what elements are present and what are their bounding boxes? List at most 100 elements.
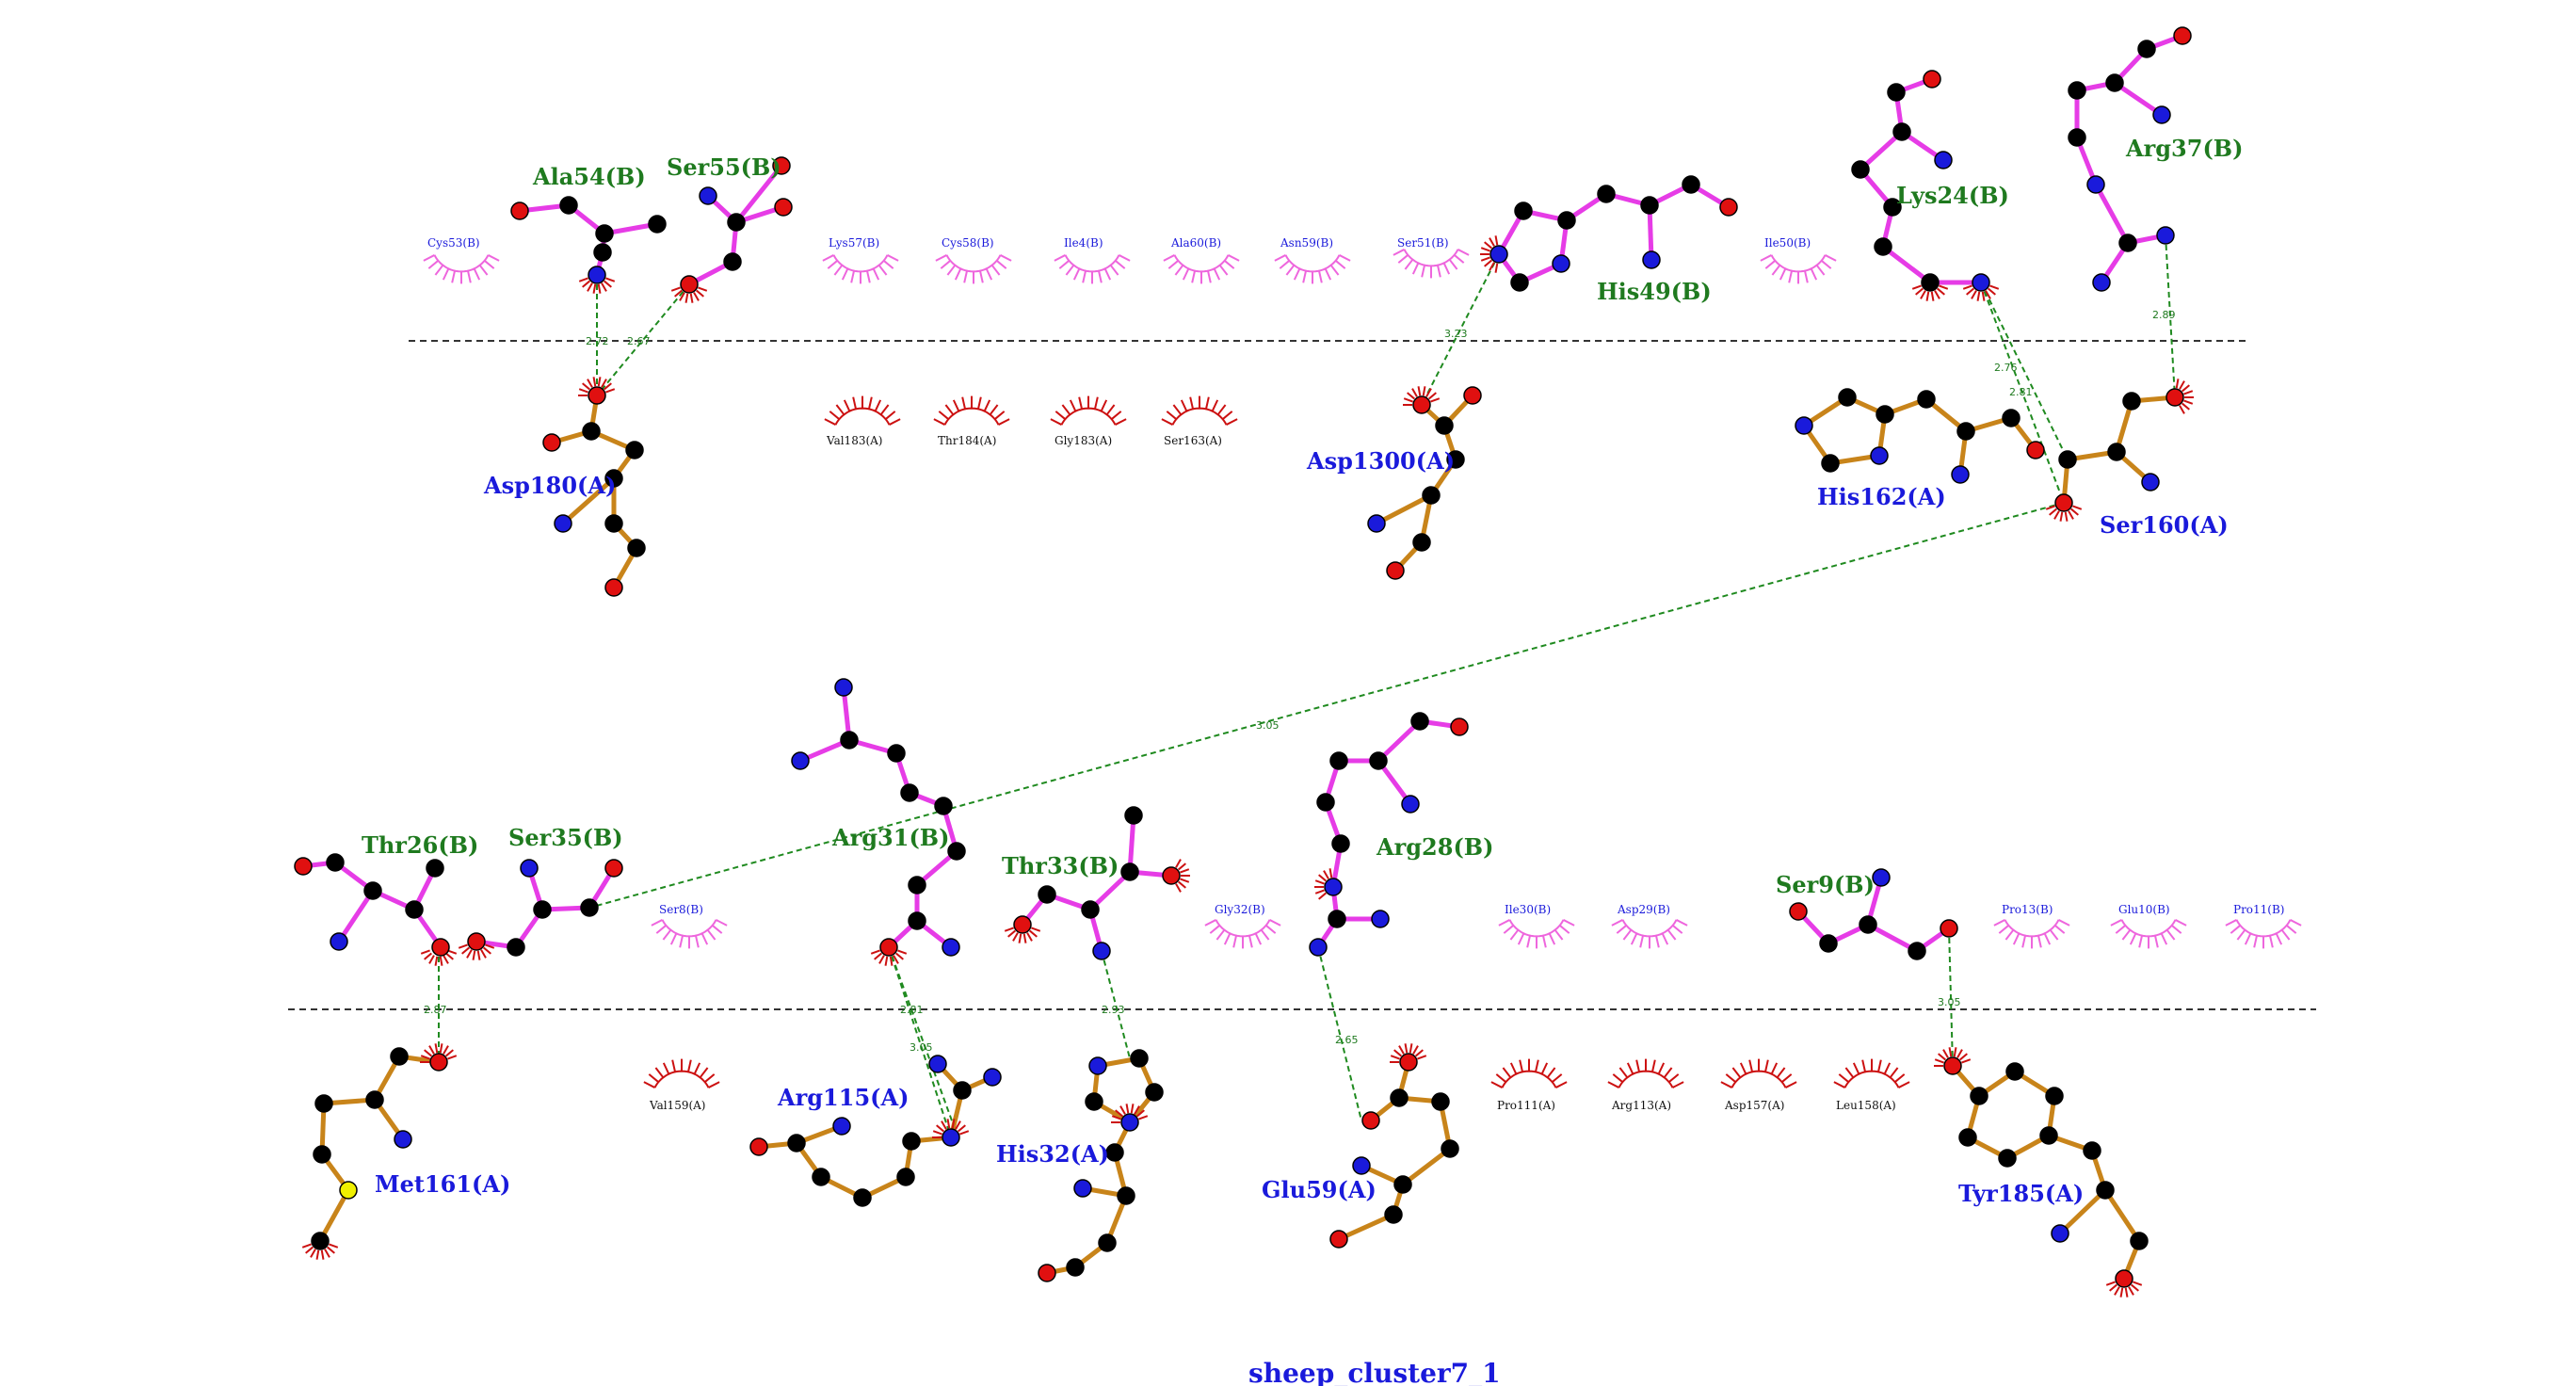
arc-spoke (961, 396, 966, 410)
atom-contact-burst (420, 1043, 458, 1063)
arc-spoke (2043, 932, 2052, 945)
arc-spoke (2021, 935, 2026, 948)
arc-spoke (488, 254, 500, 262)
atom-C (1038, 885, 1056, 904)
arc-spoke (1329, 265, 1340, 276)
atom-O (2173, 26, 2192, 45)
arc-spoke (1630, 932, 1638, 945)
burst-spoke (2119, 1287, 2124, 1297)
hydrophobic-arc (1720, 1058, 1797, 1088)
arc-spoke (1663, 1067, 1673, 1078)
arc-curve (1621, 919, 1678, 938)
atom-C (1874, 237, 1892, 256)
atom-N (1120, 1113, 1139, 1132)
atom-C (648, 215, 667, 234)
hydrophobic-label: Pro111(A) (1497, 1099, 1555, 1112)
atom-C (1412, 533, 1431, 552)
arc-spoke (1265, 925, 1277, 934)
atom-C (390, 1047, 409, 1066)
atom-C (1393, 1175, 1412, 1194)
atom-C (2068, 128, 2086, 147)
atom-C (2058, 450, 2077, 469)
atom-C (593, 243, 612, 262)
arc-spoke (940, 260, 951, 269)
hydrogen-bond (1948, 927, 1954, 1067)
atom-O (1789, 902, 1808, 921)
arc-spoke (693, 1062, 701, 1075)
atom-C (2105, 73, 2124, 92)
burst-spoke (670, 286, 681, 292)
arc-spoke (998, 418, 1010, 426)
arc-spoke (1216, 404, 1227, 415)
atom-C (900, 783, 919, 802)
burst-spoke (1175, 883, 1182, 893)
arc-spoke (1285, 265, 1296, 276)
burst-spoke (447, 1055, 458, 1060)
atom-C (1970, 1087, 1988, 1105)
atom-C (2107, 443, 2126, 461)
arc-spoke (687, 1059, 692, 1072)
arc-spoke (1815, 265, 1826, 276)
atom-C (2118, 234, 2137, 252)
atom-C (908, 911, 926, 930)
arc-spoke (1457, 249, 1470, 256)
atom-O (749, 1137, 768, 1156)
atom-O (542, 433, 561, 452)
atom-C (1431, 1092, 1450, 1111)
atom-C (953, 1081, 972, 1100)
atom-N (1309, 938, 1328, 957)
atom-C (902, 1132, 921, 1151)
atom-C (2068, 81, 2086, 100)
residue-label: Asp180(A) (483, 472, 616, 499)
covalent-bond (561, 476, 616, 525)
burst-spoke (2068, 510, 2074, 520)
atom-C (365, 1090, 384, 1109)
arc-spoke (996, 260, 1007, 269)
arc-spoke (827, 260, 838, 269)
arc-spoke (1618, 1067, 1629, 1078)
burst-spoke (1966, 287, 1974, 296)
arc-spoke (1731, 1067, 1742, 1078)
atom-N (1872, 868, 1891, 887)
arc-spoke (1676, 919, 1688, 927)
hydrophobic-label: Ala60(B) (1170, 236, 1221, 250)
atom-N (554, 514, 572, 533)
atom-C (812, 1168, 830, 1186)
arc-spoke (2269, 935, 2274, 948)
arc-spoke (643, 1081, 655, 1088)
burst-spoke (605, 388, 616, 394)
burst-spoke (1328, 868, 1333, 878)
covalent-bond (2102, 1188, 2142, 1243)
atom-O (1329, 1230, 1348, 1249)
burst-spoke (2128, 1286, 2134, 1296)
burst-spoke (1934, 290, 1940, 299)
atom-C (853, 1188, 872, 1207)
atom-O (1162, 866, 1181, 885)
burst-spoke (1959, 1053, 1968, 1061)
atom-C (1105, 1143, 1124, 1162)
arc-spoke (712, 925, 723, 934)
burst-spoke (2124, 1287, 2129, 1297)
arc-spoke (1838, 1073, 1849, 1083)
arc-spoke (478, 265, 489, 276)
atom-C (1328, 910, 1346, 928)
hydrogen-bond (888, 946, 952, 1138)
burst-spoke (1930, 291, 1935, 301)
arc-spoke (2058, 919, 2070, 927)
hydrophobic-arc (651, 919, 728, 949)
arc-spoke (1055, 411, 1066, 420)
arc-spoke (1502, 1067, 1512, 1078)
atom-O (1943, 1056, 1962, 1075)
burst-spoke (1412, 1045, 1419, 1055)
burst-spoke (1417, 386, 1422, 396)
burst-spoke (483, 946, 491, 955)
arc-spoke (1109, 265, 1119, 276)
atom-C (896, 1168, 915, 1186)
burst-spoke (1323, 870, 1329, 879)
atom-C (908, 876, 926, 894)
burst-spoke (936, 1124, 944, 1133)
atom-C (1819, 934, 1838, 953)
arc-spoke (1404, 259, 1414, 270)
atom-O (2026, 441, 2045, 459)
